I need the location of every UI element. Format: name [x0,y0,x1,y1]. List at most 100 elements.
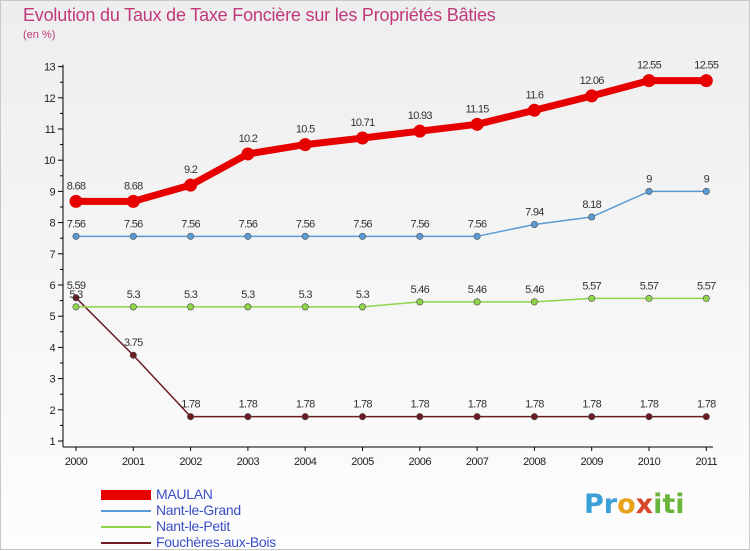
data-label: 5.3 [127,289,141,301]
data-point [129,351,137,359]
data-point [645,413,653,421]
x-tick-label: 2005 [351,456,374,468]
data-point [588,413,596,421]
data-point [699,74,713,88]
legend-swatch [101,542,151,544]
proxiti-logo: Proxiti [584,489,685,520]
data-label: 5.57 [582,280,601,292]
data-label: 5.46 [468,284,487,296]
data-label: 1.78 [640,399,659,411]
data-label: 1.78 [697,399,716,411]
data-label: 1.78 [410,399,429,411]
data-label: 1.78 [296,399,315,411]
data-label: 10.5 [296,124,315,136]
legend-swatch [101,510,151,512]
x-tick-label: 2006 [409,456,432,468]
data-point [530,298,538,306]
y-tick-label: 5 [49,311,55,323]
data-label: 7.56 [410,218,429,230]
data-point [413,124,427,138]
data-point [358,303,366,311]
data-label: 7.56 [239,218,258,230]
series-line [75,297,708,418]
data-point [473,232,481,240]
data-point [241,147,255,161]
y-axis-unit: (en %) [23,29,56,41]
data-label: 11.15 [465,103,489,115]
logo-part: iti [653,489,685,520]
x-tick-label: 2008 [523,456,546,468]
y-tick-label: 8 [49,218,55,230]
x-tick-label: 2001 [122,456,145,468]
x-tick-label: 2003 [237,456,260,468]
data-label: 5.59 [67,280,86,292]
data-label: 8.68 [67,180,86,192]
data-point [244,303,252,311]
data-label: 10.2 [239,133,258,145]
data-label: 12.55 [694,60,719,72]
data-label: 1.78 [239,399,258,411]
data-point [72,303,80,311]
data-point [642,74,656,88]
legend-label: MAULAN [156,486,213,502]
x-tick-label: 2007 [466,456,489,468]
data-label: 11.6 [526,89,544,101]
logo-part: x [635,489,654,520]
data-label: 12.06 [580,75,605,87]
data-label: 1.78 [582,399,601,411]
data-label: 5.3 [184,289,198,301]
data-label: 3.75 [124,337,143,349]
series-line [72,77,710,205]
y-tick-label: 2 [49,405,55,417]
x-tick-label: 2004 [294,456,317,468]
data-label: 1.78 [353,399,372,411]
data-label: 1.78 [181,399,200,411]
data-label: 7.56 [353,218,372,230]
data-point [585,89,599,103]
data-point [702,187,710,195]
data-point [187,413,195,421]
y-tick-label: 3 [49,374,55,386]
data-point [470,117,484,131]
data-label: 9.2 [184,164,198,176]
data-point [298,138,312,152]
data-point [588,213,596,221]
data-label: 7.56 [124,218,143,230]
data-point [356,131,369,145]
data-label: 9 [704,173,710,185]
data-point [645,187,653,195]
data-point [244,413,252,421]
x-tick-label: 2011 [695,456,717,468]
series-line [75,297,708,308]
data-label: 9 [646,173,652,185]
data-point [702,413,710,421]
y-tick-label: 6 [49,280,55,292]
data-point [416,298,424,306]
y-tick-label: 12 [44,93,56,105]
data-label: 10.93 [408,110,433,122]
y-tick-label: 13 [44,62,56,74]
y-tick-label: 4 [49,342,55,354]
data-label: 7.94 [525,206,544,218]
legend-label: Nant-le-Grand [156,502,241,518]
data-point [187,303,195,311]
y-tick-label: 1 [49,436,55,448]
data-point [301,303,309,311]
data-point [129,232,137,240]
data-point [69,194,83,208]
data-label: 5.46 [525,284,544,296]
x-tick-label: 2009 [580,456,603,468]
data-point [301,232,309,240]
data-point [702,294,710,302]
legend-label: Nant-le-Petit [156,518,230,534]
data-point [416,413,424,421]
logo-part: Pr [584,489,618,520]
data-label: 5.3 [356,289,370,301]
legend-swatch [101,526,151,528]
data-label: 7.56 [468,218,487,230]
x-tick-label: 2000 [65,456,88,468]
data-point [187,232,195,240]
data-point [527,103,541,117]
